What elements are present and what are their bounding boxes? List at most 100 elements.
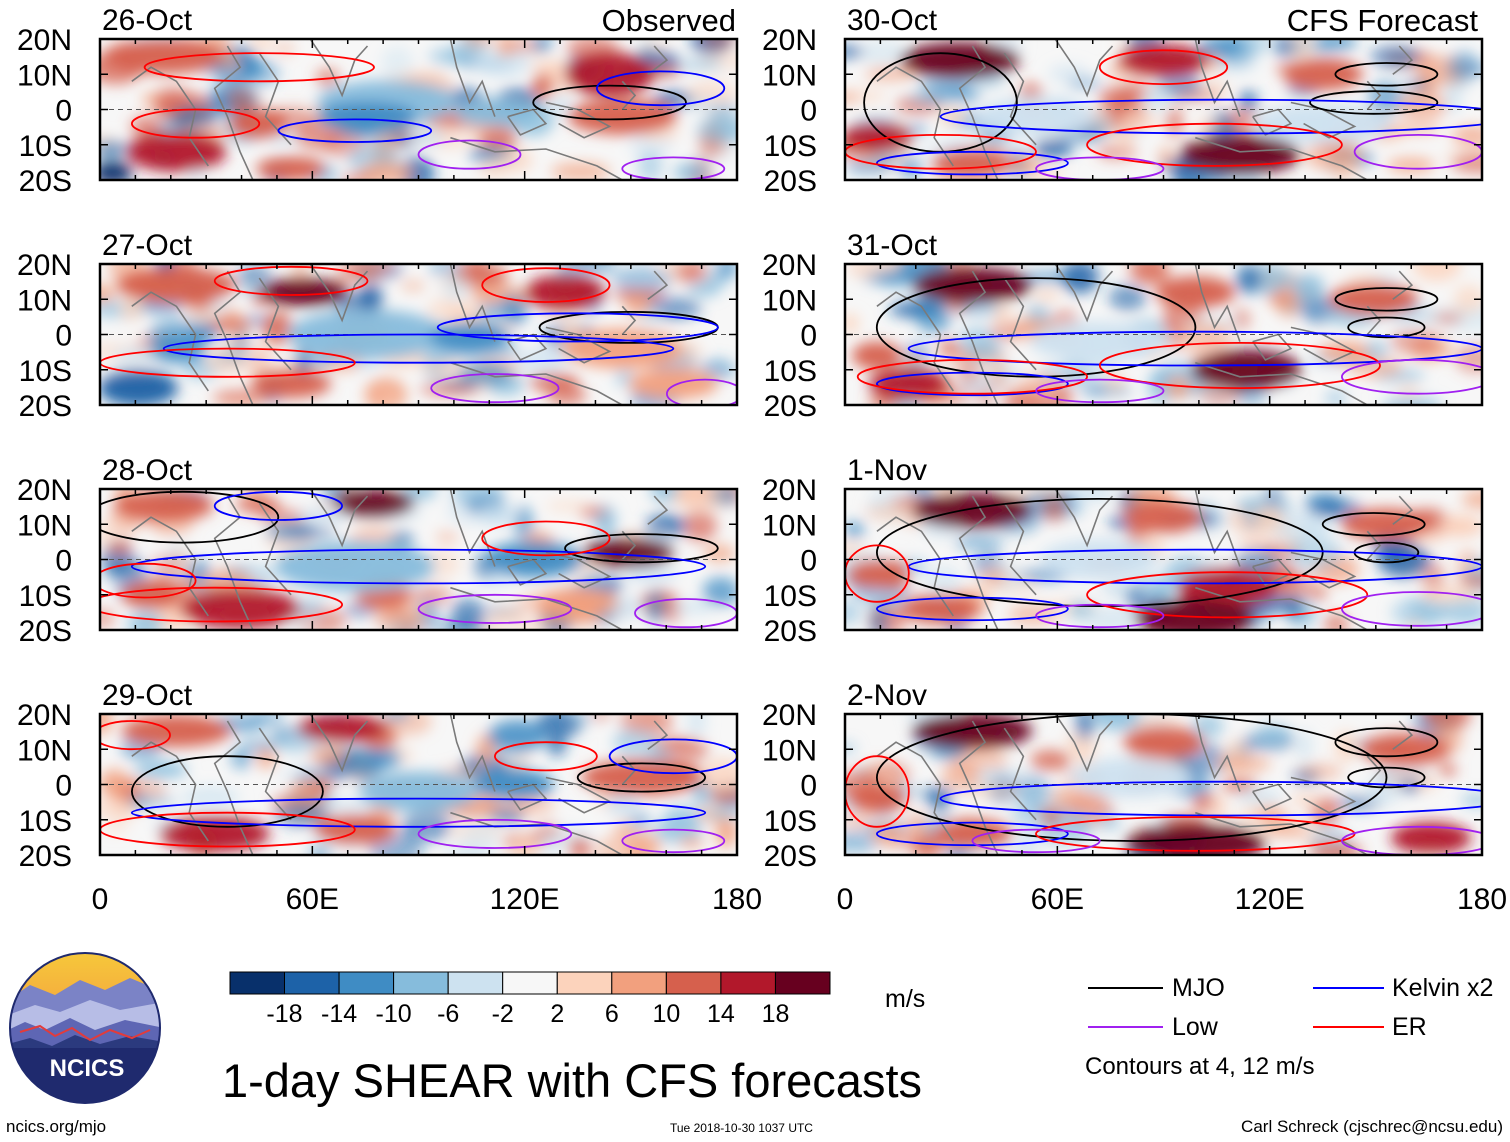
lat-label: 0	[800, 545, 817, 578]
colorbar-tick-label: -14	[321, 1000, 357, 1028]
panels-layer: 26-Oct 27-Oct 28-Oct 29-Oct 30-Oct 31-Oct 1-No…	[98, 4, 1484, 857]
legend-label-kelvin: Kelvin x2	[1392, 974, 1493, 1002]
colorbar-swatch	[393, 971, 449, 995]
colorbar-swatch	[447, 971, 504, 995]
low-contour	[1353, 134, 1482, 170]
mjo-contour	[875, 277, 1197, 378]
kelvin-contour	[939, 98, 1482, 135]
lat-label: 10S	[19, 580, 72, 613]
panel-28-Oct: 28-Oct	[98, 454, 739, 632]
panel-26-Oct: 26-Oct	[98, 4, 739, 182]
forecast-label: CFS Forecast	[1287, 3, 1479, 38]
colorbar-swatch	[502, 971, 558, 995]
kelvin-contour	[939, 780, 1482, 817]
lat-label: 0	[55, 545, 72, 578]
colorbar-tick-label: 10	[652, 1000, 680, 1028]
er-contour	[213, 265, 369, 296]
mjo-contour	[876, 497, 1324, 607]
footer-website: ncics.org/mjo	[6, 1117, 106, 1136]
panel-date-label: 31-Oct	[847, 229, 938, 262]
low-contour	[971, 828, 1101, 854]
low-contour	[1341, 591, 1482, 627]
coastlines	[876, 714, 1414, 855]
panel-date-label: 2-Nov	[847, 679, 927, 712]
lat-label: 10S	[19, 130, 72, 163]
kelvin-contour	[876, 821, 1069, 847]
lat-label: 10N	[17, 59, 72, 92]
lat-label: 20N	[17, 474, 72, 507]
lat-label: 20S	[764, 390, 817, 423]
kelvin-contour	[213, 490, 343, 521]
mjo-contour	[1321, 512, 1426, 537]
legend-label-mjo: MJO	[1172, 974, 1225, 1002]
ncics-logo: NCICS	[9, 952, 161, 1104]
mjo-contour	[1334, 287, 1439, 312]
axes-layer: 20N10N010S20S20N10N010S20S20N10N010S20S2…	[17, 24, 1507, 916]
mjo-contour	[1347, 316, 1426, 339]
logo-text: NCICS	[50, 1055, 125, 1082]
er-contour	[845, 544, 910, 603]
low-contour	[417, 818, 573, 849]
footer-credit: Carl Schreck (cjschrec@ncsu.edu)	[1241, 1117, 1503, 1136]
kelvin-contour	[876, 596, 1069, 622]
er-contour	[100, 720, 171, 751]
colorbar: -18 -14 -10 -6 -2 2 6 10 14 18	[229, 971, 831, 1028]
lat-label: 0	[55, 320, 72, 353]
panel-29-Oct: 29-Oct	[98, 679, 739, 857]
panel-2-Nov: 2-Nov	[843, 679, 1484, 857]
lat-label: 20S	[19, 390, 72, 423]
lat-label: 0	[55, 95, 72, 128]
colorbar-swatch	[338, 971, 395, 995]
lat-label: 20N	[762, 24, 817, 57]
lat-label: 20S	[19, 615, 72, 648]
lon-label: 60E	[1031, 883, 1084, 916]
mjo-contour	[532, 84, 687, 121]
er-contour	[100, 586, 343, 623]
er-contour	[1086, 571, 1369, 619]
lat-label: 10N	[762, 734, 817, 767]
colorbar-swatch	[556, 971, 613, 995]
kelvin-contour	[876, 150, 1069, 176]
lon-label: 180	[1457, 883, 1507, 916]
colorbar-swatch	[665, 971, 722, 995]
mjo-contour	[564, 533, 719, 564]
lat-label: 0	[800, 320, 817, 353]
low-contour	[417, 139, 522, 170]
lat-label: 20S	[764, 615, 817, 648]
er-contour	[856, 358, 1089, 395]
colorbar-units: m/s	[885, 985, 925, 1013]
er-contour	[845, 134, 1037, 170]
er-contour	[1098, 49, 1229, 85]
kelvin-contour	[130, 548, 707, 585]
lat-label: 10N	[17, 284, 72, 317]
lat-label: 20N	[17, 24, 72, 57]
kelvin-contour	[436, 312, 719, 343]
er-contour	[100, 347, 356, 378]
lat-label: 10N	[762, 509, 817, 542]
lat-label: 10S	[19, 805, 72, 838]
low-contour	[621, 828, 726, 854]
lon-label: 120E	[490, 883, 560, 916]
lat-label: 0	[800, 770, 817, 803]
lat-label: 20N	[762, 474, 817, 507]
kelvin-contour	[876, 371, 1069, 397]
lat-label: 20N	[17, 249, 72, 282]
lat-label: 20S	[764, 840, 817, 873]
colorbar-swatch	[284, 971, 340, 995]
lat-label: 20S	[764, 165, 817, 198]
er-contour	[494, 741, 598, 772]
lat-label: 20N	[762, 249, 817, 282]
legend-label-er: ER	[1392, 1013, 1427, 1041]
kelvin-contour	[130, 797, 707, 828]
colorbar-tick-label: -10	[376, 1000, 412, 1028]
lon-label: 60E	[286, 883, 339, 916]
er-contour	[845, 755, 910, 828]
mjo-contour	[1309, 90, 1439, 115]
er-contour	[481, 520, 611, 557]
colorbar-swatch	[720, 971, 776, 995]
lat-label: 10N	[762, 59, 817, 92]
lat-label: 10S	[764, 805, 817, 838]
mjo-contour	[576, 762, 707, 793]
coastlines	[876, 264, 1414, 405]
